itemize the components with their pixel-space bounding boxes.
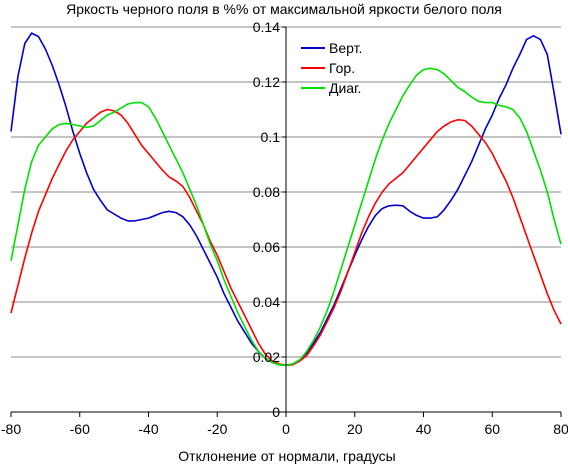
legend-label-0: Верт.	[329, 40, 362, 56]
y-tick-label-6: 0.12	[253, 74, 280, 90]
y-tick-label-1: 0.02	[253, 349, 280, 365]
legend-label-2: Диаг.	[329, 80, 361, 96]
x-tick-label-2: -40	[138, 421, 158, 437]
y-tick-label-0: 0	[272, 404, 280, 420]
y-tick-label-3: 0.06	[253, 239, 280, 255]
chart-title: Яркость черного поля в %% от максимально…	[66, 1, 502, 17]
x-tick-label-4: 0	[282, 421, 290, 437]
x-tick-label-7: 60	[484, 421, 500, 437]
y-tick-label-2: 0.04	[253, 294, 280, 310]
axes	[10, 26, 562, 417]
legend: Верт. Гор. Диаг.	[301, 40, 362, 96]
x-axis-label: Отклонение от нормали, градусы	[178, 448, 395, 464]
y-tick-labels: 0 0.02 0.04 0.06 0.08 0.1 0.12 0.14	[253, 19, 280, 420]
y-tick-label-5: 0.1	[261, 129, 281, 145]
x-tick-label-1: -60	[70, 421, 90, 437]
x-tick-label-5: 20	[347, 421, 363, 437]
x-tick-label-8: 80	[553, 421, 568, 437]
x-tick-label-3: -20	[207, 421, 227, 437]
y-tick-label-4: 0.08	[253, 184, 280, 200]
x-tick-labels: -80 -60 -40 -20 0 20 40 60 80	[1, 421, 568, 437]
x-tick-label-0: -80	[1, 421, 21, 437]
x-tick-label-6: 40	[416, 421, 432, 437]
legend-label-1: Гор.	[329, 60, 355, 76]
y-tick-label-7: 0.14	[253, 19, 280, 35]
